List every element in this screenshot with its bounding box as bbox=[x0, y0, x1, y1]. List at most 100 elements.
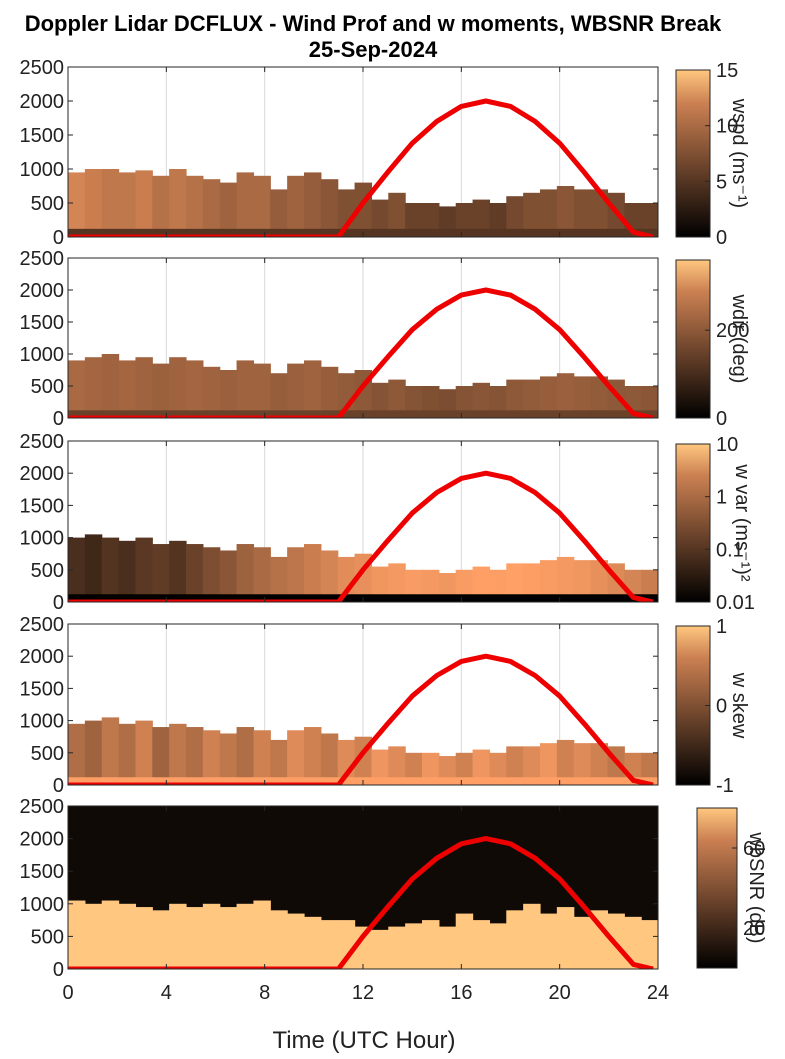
data-column bbox=[455, 569, 474, 602]
data-column bbox=[101, 169, 120, 237]
data-column bbox=[169, 169, 187, 237]
data-column bbox=[590, 189, 609, 237]
y-tick-label: 1000 bbox=[20, 711, 65, 733]
data-column bbox=[422, 920, 440, 969]
data-column bbox=[573, 376, 592, 418]
data-column bbox=[590, 376, 609, 418]
y-tick-label: 1500 bbox=[20, 861, 65, 883]
data-column bbox=[304, 727, 322, 785]
data-column bbox=[219, 182, 238, 237]
data-column bbox=[388, 926, 406, 969]
data-column bbox=[405, 203, 423, 237]
data-column bbox=[523, 563, 541, 602]
data-column bbox=[472, 749, 491, 785]
data-column bbox=[101, 900, 120, 969]
overlay-line bbox=[68, 98, 654, 237]
data-column bbox=[489, 752, 507, 785]
data-column bbox=[270, 739, 288, 785]
y-tick-label: 500 bbox=[31, 743, 64, 765]
data-column bbox=[455, 913, 474, 969]
data-column bbox=[506, 563, 524, 602]
colorbar bbox=[675, 259, 711, 419]
data-column bbox=[388, 746, 406, 785]
data-column bbox=[641, 203, 658, 237]
y-tick-label: 1500 bbox=[20, 495, 65, 517]
x-tick-label: 20 bbox=[549, 982, 571, 1004]
data-column bbox=[304, 916, 322, 969]
y-tick-label: 2500 bbox=[20, 614, 65, 636]
data-column bbox=[253, 900, 271, 969]
data-column bbox=[506, 910, 524, 969]
y-tick-label: 1500 bbox=[20, 678, 65, 700]
data-column bbox=[472, 199, 491, 237]
data-column bbox=[371, 566, 389, 602]
data-column bbox=[320, 920, 339, 969]
plot-area bbox=[68, 806, 658, 969]
y-tick-label: 1500 bbox=[20, 125, 65, 147]
data-column bbox=[202, 366, 221, 418]
y-tick-label: 2000 bbox=[20, 646, 65, 668]
data-column bbox=[573, 560, 592, 602]
data-column bbox=[405, 569, 423, 602]
colorbar-tick-label: 20 bbox=[743, 918, 765, 940]
colorbar-tick-label: 0.1 bbox=[716, 539, 744, 561]
plot-area bbox=[68, 441, 658, 602]
data-column bbox=[84, 169, 103, 237]
data-column bbox=[186, 360, 204, 418]
data-column bbox=[135, 357, 153, 418]
data-column bbox=[118, 360, 137, 418]
data-column bbox=[169, 903, 187, 969]
data-column bbox=[236, 903, 255, 969]
data-column bbox=[556, 373, 575, 418]
colorbar bbox=[696, 807, 738, 969]
colorbar bbox=[675, 625, 711, 786]
data-column bbox=[405, 752, 423, 785]
data-column bbox=[152, 727, 170, 785]
colorbar-label: wspd (ms⁻¹) bbox=[728, 98, 750, 208]
y-tick-label: 1500 bbox=[20, 312, 65, 334]
data-column bbox=[186, 175, 204, 237]
colorbar bbox=[675, 69, 711, 238]
data-column bbox=[118, 723, 137, 785]
data-column bbox=[556, 556, 575, 602]
y-tick-label: 0 bbox=[53, 408, 64, 430]
data-column bbox=[388, 192, 406, 237]
data-column bbox=[320, 179, 339, 237]
data-column bbox=[641, 569, 658, 602]
data-column bbox=[202, 730, 221, 785]
data-column bbox=[371, 749, 389, 785]
colorbar-tick-label: 5 bbox=[716, 171, 727, 193]
data-column bbox=[68, 723, 86, 785]
data-column bbox=[556, 907, 575, 969]
data-column bbox=[219, 550, 238, 602]
data-column bbox=[388, 563, 406, 602]
data-column bbox=[523, 746, 541, 785]
data-column bbox=[489, 923, 507, 969]
data-column bbox=[270, 189, 288, 237]
y-tick-label: 2000 bbox=[20, 829, 65, 851]
data-column bbox=[202, 547, 221, 602]
data-column bbox=[540, 189, 558, 237]
y-tick-label: 1000 bbox=[20, 528, 65, 550]
colorbar-tick-label: 10 bbox=[716, 116, 738, 138]
y-tick-label: 0 bbox=[53, 227, 64, 249]
plot-area bbox=[68, 67, 658, 237]
data-column bbox=[253, 175, 271, 237]
data-column bbox=[422, 203, 440, 237]
colorbar-tick-label: 60 bbox=[743, 838, 765, 860]
overlay-line bbox=[68, 653, 654, 785]
colorbar-tick-label: 0 bbox=[716, 696, 727, 718]
data-column bbox=[472, 382, 491, 418]
y-tick-label: 500 bbox=[31, 193, 64, 215]
data-column bbox=[202, 903, 221, 969]
colorbar-tick-label: 0.01 bbox=[716, 592, 755, 614]
data-column bbox=[337, 739, 356, 785]
data-column bbox=[236, 360, 255, 418]
data-column bbox=[455, 386, 474, 418]
data-column bbox=[152, 363, 170, 418]
data-column bbox=[573, 743, 592, 785]
colorbar bbox=[675, 443, 711, 603]
data-column bbox=[287, 175, 305, 237]
data-column bbox=[118, 540, 137, 602]
